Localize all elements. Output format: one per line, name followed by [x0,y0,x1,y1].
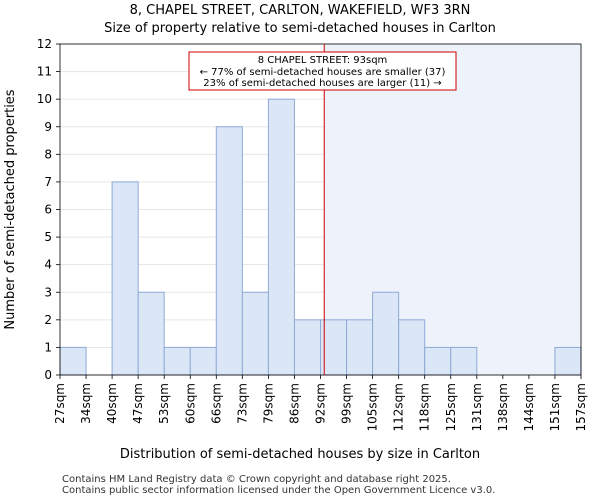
x-tick-label: 112sqm [392,383,406,431]
x-tick-label: 27sqm [53,383,67,424]
x-tick-label: 86sqm [287,383,301,424]
y-tick-label: 5 [44,230,52,244]
bar-105sqm [372,291,400,376]
footer-licence: Contains public sector information licen… [62,485,496,496]
annotation-box [188,51,457,91]
x-tick-label: 105sqm [366,383,380,431]
annotation-smaller: ← 77% of semi-detached houses are smalle… [200,67,446,78]
x-tick-label: 118sqm [418,383,432,431]
bar-79sqm [267,98,295,376]
x-tick-label: 73sqm [235,383,249,424]
x-tick-label: 131sqm [470,383,484,431]
x-tick-label: 66sqm [209,383,223,424]
y-tick-label: 0 [44,368,52,382]
x-tick-label: 53sqm [157,383,171,424]
bar-92sqm [320,319,348,376]
x-tick-label: 125sqm [444,383,458,431]
y-tick-label: 9 [44,120,52,134]
x-tick-label: 92sqm [314,383,328,424]
y-tick-label: 6 [44,203,52,217]
x-tick-label: 157sqm [574,383,588,431]
chart-subtitle: Size of property relative to semi-detach… [104,21,496,36]
x-axis: 27sqm 34sqm 40sqm 47sqm 53sqm 60sqm 66sqm 73sqm… [53,375,588,431]
bar-53sqm [163,346,191,376]
bar-66sqm [215,126,243,376]
x-tick-label: 34sqm [79,383,93,424]
x-tick-label: 99sqm [340,383,354,424]
y-tick-label: 8 [44,147,52,161]
bar-112sqm [398,319,426,376]
x-axis-label: Distribution of semi-detached houses by … [120,447,480,462]
footer-copyright: Contains HM Land Registry data © Crown c… [62,474,451,485]
bar-86sqm [293,319,322,376]
y-tick-label: 3 [44,285,52,299]
bars [59,98,582,376]
bar-73sqm [241,291,269,376]
bar-40sqm [111,181,139,376]
bar-118sqm [424,346,452,376]
annotation-larger: 23% of semi-detached houses are larger (… [203,78,441,89]
x-tick-label: 144sqm [522,383,536,431]
bar-125sqm [450,346,478,376]
y-tick-label: 12 [37,37,52,51]
x-tick-label: 79sqm [261,383,275,424]
x-tick-label: 47sqm [131,383,145,424]
bar-47sqm [137,291,165,376]
plot-frame [59,43,582,376]
annotation-title: 8 CHAPEL STREET: 93sqm [258,55,388,66]
chart-title: 8, CHAPEL STREET, CARLTON, WAKEFIELD, WF… [129,3,471,18]
x-tick-label: 138sqm [496,383,510,431]
x-tick-label: 40sqm [105,383,119,424]
bar-60sqm [189,346,217,376]
bar-27sqm [59,346,87,376]
bar-151sqm [554,346,582,376]
x-tick-label: 151sqm [548,383,562,431]
y-tick-label: 10 [37,92,52,106]
y-axis-label: Number of semi-detached properties [3,89,18,329]
y-tick-label: 7 [44,175,52,189]
y-tick-label: 2 [44,313,52,327]
bar-99sqm [346,319,374,376]
y-tick-label: 4 [44,258,52,272]
y-tick-label: 1 [44,340,52,354]
y-tick-label: 11 [37,65,52,79]
x-tick-label: 60sqm [183,383,197,424]
